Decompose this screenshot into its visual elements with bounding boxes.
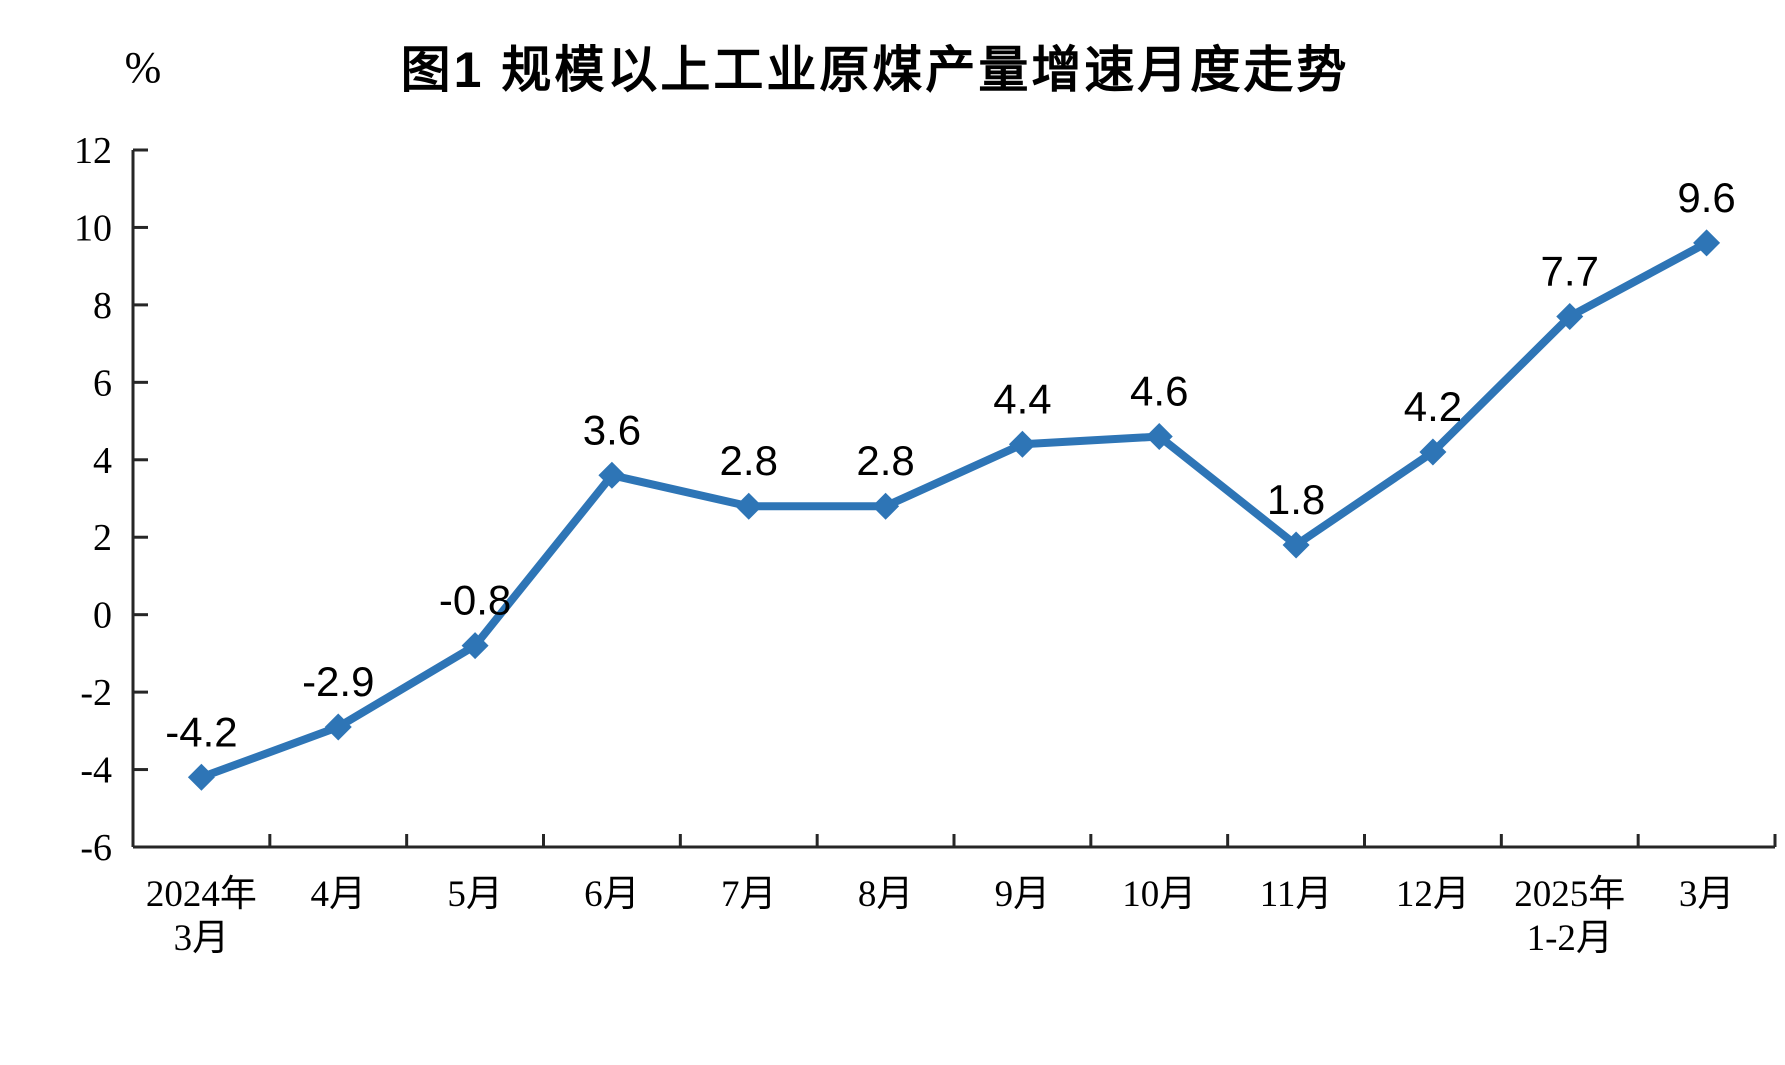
x-axis-category-label: 5月 [447,874,503,915]
data-point-label: -2.9 [302,658,374,705]
data-point-marker [1008,430,1036,458]
x-axis-category-label: 2024年 [146,873,257,915]
y-axis-tick-label: 12 [74,130,112,172]
data-point-marker [735,492,763,520]
x-axis-category-label: 11月 [1260,874,1333,915]
y-axis-unit-label: % [124,43,162,92]
data-point-marker [187,763,215,791]
data-point-marker [461,632,489,660]
x-axis-category-label: 8月 [858,874,914,915]
x-axis-category-label: 9月 [995,874,1051,915]
x-axis-category-label: 4月 [311,874,367,915]
y-axis-tick-label: 6 [93,362,112,404]
data-point-marker [1419,438,1447,466]
data-point-marker [1556,303,1584,331]
series-line [197,238,1711,782]
data-point-marker [598,461,626,489]
x-axis-category-label: 7月 [721,874,777,915]
data-point-label: 1.8 [1267,476,1325,523]
data-point-label: 2.8 [856,437,914,484]
data-point-label: -0.8 [439,577,511,624]
x-axis-category-label: 3月 [1679,874,1735,915]
data-point-marker [324,713,352,741]
y-axis-tick-label: 2 [93,517,112,559]
data-point-label: 2.8 [720,437,778,484]
data-point-marker [1693,229,1721,257]
data-point-label: 3.6 [583,406,641,453]
data-point-label: 4.4 [993,375,1051,422]
y-axis-tick-label: 0 [93,595,112,637]
y-axis-tick-label: 8 [93,285,112,327]
data-point-marker [1282,531,1310,559]
y-axis-tick-label: 4 [93,440,112,482]
x-axis-category-label: 1-2月 [1527,918,1613,959]
data-point-label: 7.7 [1541,248,1599,295]
x-axis-category-label: 10月 [1122,874,1196,915]
data-point-label: -4.2 [165,708,237,755]
data-point-label: 4.2 [1404,383,1462,430]
x-axis-category-label: 3月 [174,918,230,959]
y-axis-tick-label: -6 [80,827,112,869]
y-axis-tick-label: -4 [80,750,112,792]
data-point-marker [1145,423,1173,451]
chart-title: 图1 规模以上工业原煤产量增速月度走势 [400,42,1350,98]
data-point-marker [872,492,900,520]
y-axis-tick-label: -2 [80,672,112,714]
data-point-label: 9.6 [1677,174,1735,221]
data-point-label: 4.6 [1130,368,1188,415]
x-axis-category-label: 12月 [1396,874,1470,915]
x-axis-category-label: 6月 [584,874,640,915]
x-axis-category-label: 2025年 [1514,873,1625,915]
y-axis-tick-label: 10 [74,207,112,249]
